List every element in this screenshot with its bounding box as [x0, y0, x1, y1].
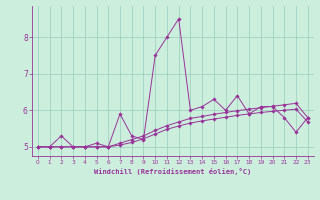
X-axis label: Windchill (Refroidissement éolien,°C): Windchill (Refroidissement éolien,°C): [94, 168, 252, 175]
